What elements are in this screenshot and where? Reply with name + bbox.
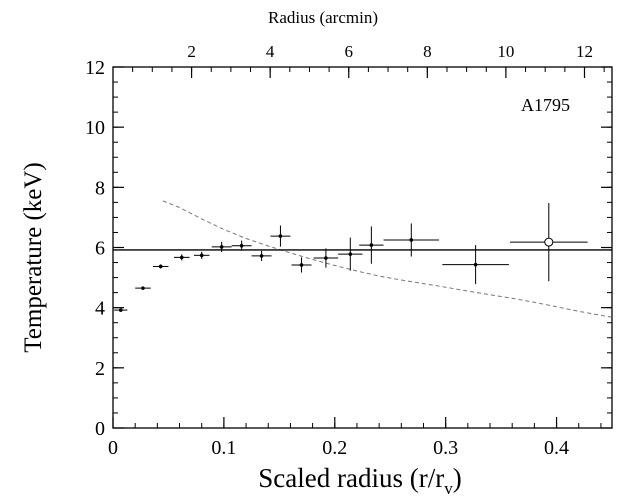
x-tick-label: 0.2	[322, 437, 347, 459]
y-tick-label: 4	[95, 298, 105, 320]
plot-frame	[112, 66, 613, 429]
model-dashed-curve	[162, 200, 613, 318]
x-tick-label: 0	[108, 437, 118, 459]
x2-tick-label: 2	[187, 42, 196, 61]
plot-layer: 0 0.1 0.2 0.3 0.4 2 4 6 8 10 12 0 2 4 6 8 10 12	[85, 42, 613, 459]
data-point	[348, 252, 353, 256]
data-point	[118, 308, 123, 312]
y-axis-title: Temperature (keV)	[20, 162, 47, 353]
data-point	[239, 243, 244, 248]
x2-tick-label: 12	[576, 42, 593, 61]
y-tick-label: 8	[95, 177, 105, 199]
top-axis-title: Radius (arcmin)	[268, 8, 378, 27]
x2-tick-label: 4	[266, 42, 275, 61]
x2-tick-label: 6	[344, 42, 353, 61]
data-point	[219, 245, 224, 249]
x-tick-label: 0.3	[433, 437, 458, 459]
x-axis-title-subscript: v	[444, 479, 453, 498]
x2-tick-label: 10	[497, 42, 514, 61]
y-tick-label: 2	[95, 358, 105, 380]
x-tick-label: 0.4	[544, 437, 569, 459]
x-tick-label: 0.1	[211, 437, 236, 459]
x-axis-title: Scaled radius (r/rv)	[258, 463, 461, 498]
data-point	[473, 262, 478, 267]
data-point	[199, 253, 204, 258]
data-point	[179, 255, 184, 260]
x-axis-title-close: )	[453, 463, 462, 493]
y-tick-label: 10	[85, 117, 105, 139]
data-point	[259, 254, 264, 258]
data-point	[324, 256, 328, 260]
x2-tick-label: 8	[423, 42, 432, 61]
data-point	[158, 264, 163, 269]
y-tick-label: 12	[85, 57, 105, 79]
y-tick-label: 0	[95, 418, 105, 440]
data-point	[369, 243, 374, 247]
data-point	[278, 234, 283, 238]
data-point	[299, 263, 304, 267]
data-point	[141, 286, 145, 290]
cluster-label: A1795	[521, 95, 570, 115]
data-point	[409, 238, 414, 242]
x-axis-title-main: Scaled radius (r/r	[258, 463, 444, 493]
y-tick-label: 6	[95, 238, 105, 260]
data-point-open	[544, 237, 554, 247]
